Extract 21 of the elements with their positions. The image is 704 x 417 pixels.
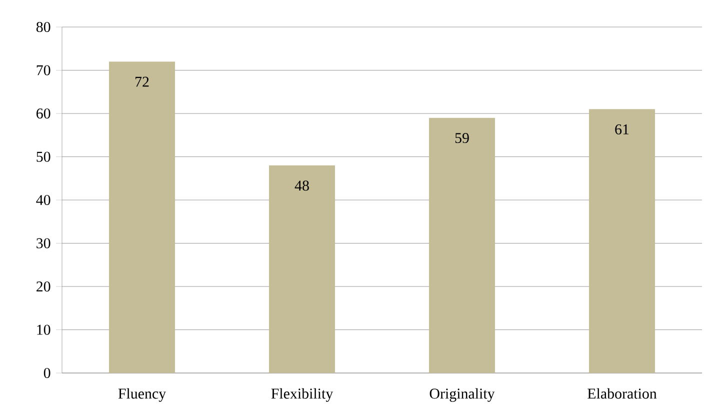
bar <box>269 165 335 373</box>
bar <box>589 109 656 373</box>
y-tick-label: 30 <box>36 238 50 248</box>
y-tick-label: 20 <box>36 281 50 292</box>
y-tick-label: 80 <box>36 22 50 32</box>
y-tick-label: 70 <box>36 65 50 76</box>
y-tick-label: 60 <box>36 108 50 119</box>
x-tick-label: Fluency <box>118 388 166 402</box>
x-tick-label: Originality <box>430 388 495 402</box>
x-tick-label: Elaboration <box>588 388 657 399</box>
data-label: 48 <box>294 180 309 191</box>
bar <box>429 118 496 373</box>
y-tick-label: 10 <box>37 324 50 335</box>
y-tick-label: 50 <box>36 152 50 162</box>
data-label: 72 <box>136 76 149 87</box>
data-label: 59 <box>455 133 469 144</box>
y-tick-label: 40 <box>36 194 50 206</box>
x-tick-label: Flexibility <box>271 388 334 402</box>
y-tick-label: 0 <box>44 368 50 378</box>
data-label: 61 <box>615 124 629 134</box>
bar <box>109 62 175 373</box>
